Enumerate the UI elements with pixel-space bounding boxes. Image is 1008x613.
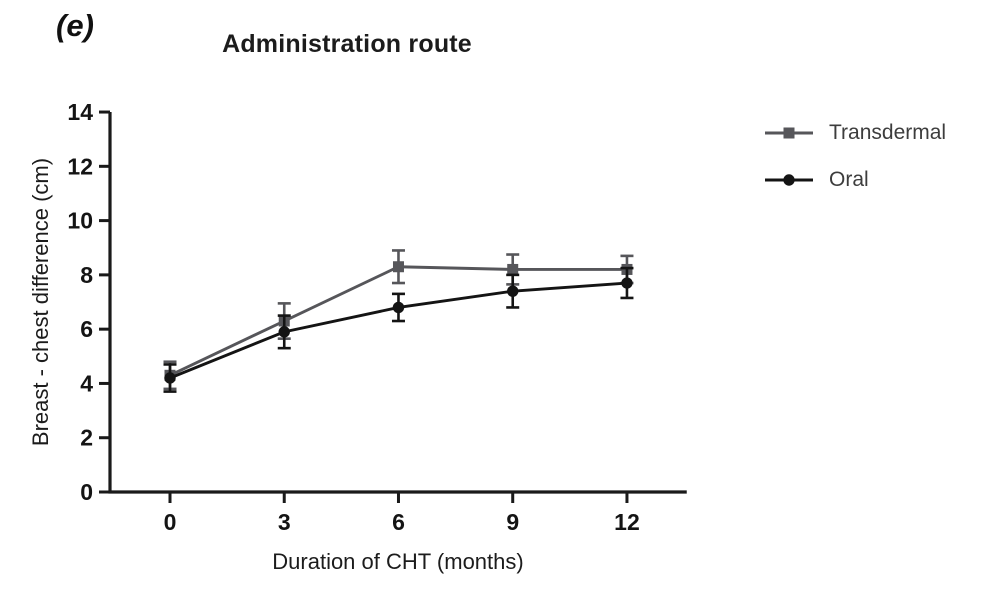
- svg-text:4: 4: [80, 370, 93, 396]
- svg-text:6: 6: [392, 509, 405, 535]
- panel-label: (e): [56, 8, 94, 43]
- legend-label-transdermal: Transdermal: [829, 121, 947, 144]
- svg-text:3: 3: [278, 509, 291, 535]
- svg-text:14: 14: [67, 99, 93, 125]
- svg-text:12: 12: [67, 153, 93, 179]
- svg-text:10: 10: [67, 208, 93, 234]
- oral-series-marker-icon: [765, 174, 813, 186]
- svg-text:9: 9: [506, 509, 519, 535]
- legend-item-transdermal: Transdermal: [764, 119, 946, 147]
- x-axis-title: Duration of CHT (months): [272, 549, 524, 574]
- svg-text:0: 0: [80, 479, 93, 505]
- legend-label-oral: Oral: [829, 168, 869, 191]
- legend-item-oral: Oral: [764, 166, 946, 194]
- svg-text:6: 6: [80, 316, 93, 342]
- svg-text:12: 12: [614, 509, 640, 535]
- svg-text:2: 2: [80, 425, 93, 451]
- transdermal-series-marker-icon: [765, 127, 813, 139]
- legend: Transdermal Oral: [764, 119, 946, 213]
- chart-title: Administration route: [222, 30, 472, 58]
- svg-text:8: 8: [80, 262, 93, 288]
- svg-text:0: 0: [164, 509, 177, 535]
